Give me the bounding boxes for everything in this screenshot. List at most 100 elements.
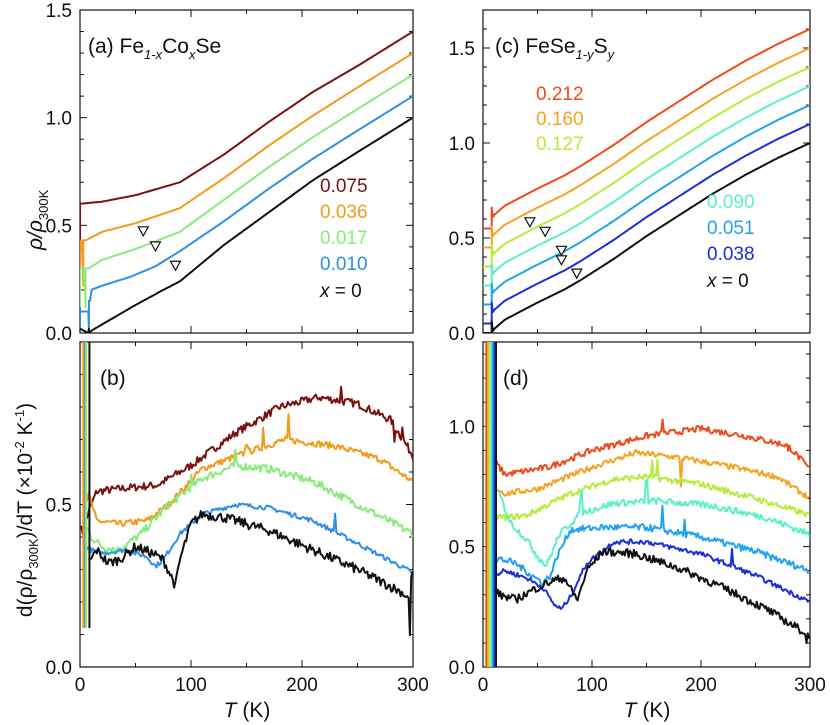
title-sub: 1-y bbox=[576, 47, 596, 62]
data-line-0.127 bbox=[483, 66, 810, 268]
legend-eq: = 0 bbox=[330, 281, 362, 302]
data-line-0.090 bbox=[498, 479, 810, 567]
y-tick-label: 1.5 bbox=[449, 39, 475, 60]
y-tick-label: 0.0 bbox=[46, 658, 72, 679]
legend-entry-0.038: 0.038 bbox=[707, 244, 755, 265]
legend-var: x bbox=[319, 281, 331, 302]
legend-entry-0.127: 0.127 bbox=[536, 134, 584, 155]
y-tick-label: 0.0 bbox=[46, 324, 72, 345]
ylabel-sub: 300K bbox=[26, 538, 41, 569]
y-tick-label: 1.0 bbox=[449, 134, 475, 155]
y-axis-label: d(ρ/ρ300K)/dT (×10-2 K-1) bbox=[12, 403, 41, 617]
panel-label: (b) bbox=[100, 367, 126, 390]
y-tick-label: 1.0 bbox=[449, 417, 475, 438]
xlabel-var: T bbox=[624, 699, 639, 722]
data-line-0.017 bbox=[80, 73, 413, 309]
data-line-0.038 bbox=[493, 538, 810, 610]
panel-b: 0 100 200 300 0.0 0.5 (b) T (K) d(ρ/ρ300K)/dT (×… bbox=[12, 341, 429, 722]
data-line-0.160 bbox=[483, 47, 810, 249]
transition-marker bbox=[555, 245, 568, 257]
y-tick-label: 0.5 bbox=[46, 216, 72, 237]
xlabel-var: T bbox=[224, 699, 239, 722]
ylabel-sub: 300K bbox=[36, 189, 51, 220]
x-axis-label: T (K) bbox=[624, 699, 671, 722]
x-tick-label: 300 bbox=[794, 675, 826, 696]
title-sub: y bbox=[607, 47, 616, 62]
legend-entry-0.160: 0.160 bbox=[536, 109, 584, 130]
x-tick-label: 200 bbox=[685, 675, 717, 696]
transition-marker bbox=[169, 260, 182, 272]
data-line-0 bbox=[88, 510, 413, 637]
y-tick-label: 0.5 bbox=[449, 229, 475, 250]
title-part: (a) Fe bbox=[88, 35, 144, 58]
plot-frame bbox=[79, 9, 414, 334]
y-axis-label: ρ/ρ300K bbox=[24, 189, 51, 251]
data-line-0.051 bbox=[487, 504, 809, 587]
panel-c: 0.0 0.5 1.0 1.5 (c) FeSe1-ySy 0.212 0.160 0.127… bbox=[449, 9, 811, 345]
ylabel-part: ) bbox=[14, 403, 37, 410]
xlabel-unit: (K) bbox=[237, 699, 271, 722]
legend-entry-0: x = 0 bbox=[319, 281, 362, 302]
title-part: (c) FeSe bbox=[495, 35, 576, 58]
data-line-0.160 bbox=[493, 449, 810, 500]
legend-entry-0: x = 0 bbox=[706, 271, 749, 292]
data-line-0 bbox=[493, 547, 810, 645]
legend-entry-0.051: 0.051 bbox=[707, 218, 755, 239]
legend-entry-0.090: 0.090 bbox=[707, 192, 755, 213]
x-tick-label: 300 bbox=[397, 675, 429, 696]
legend-eq: = 0 bbox=[717, 271, 749, 292]
transition-marker bbox=[539, 226, 552, 238]
legend-entry-0.212: 0.212 bbox=[536, 84, 584, 105]
data-line-0.127 bbox=[493, 458, 810, 522]
title-sub: 1-x bbox=[144, 47, 163, 62]
data-line-0.075 bbox=[80, 385, 413, 535]
panel-title: (c) FeSe1-ySy bbox=[495, 35, 616, 62]
legend-var: x bbox=[706, 271, 718, 292]
ylabel-part: )/dT (×10 bbox=[14, 453, 37, 538]
legend-entry-0.017: 0.017 bbox=[320, 228, 368, 249]
data-line-0.010 bbox=[82, 502, 413, 574]
ylabel-part: ρ/ρ bbox=[24, 220, 47, 251]
data-line-0.036 bbox=[80, 52, 413, 287]
transition-marker bbox=[149, 241, 162, 253]
transition-marker bbox=[137, 226, 150, 238]
transition-marker bbox=[555, 255, 568, 267]
legend-entry-0.075: 0.075 bbox=[320, 176, 368, 197]
panel-d: 0 100 200 300 0.0 0.5 1.0 (d) T (K) bbox=[449, 341, 826, 722]
panel-title: (a) Fe1-xCoxSe bbox=[88, 35, 221, 62]
data-line-0.051 bbox=[483, 104, 810, 306]
data-line-0.075 bbox=[80, 30, 413, 247]
plot-frame bbox=[482, 9, 811, 334]
title-part: Se bbox=[195, 35, 221, 58]
xlabel-unit: (K) bbox=[637, 699, 671, 722]
data-line-0.212 bbox=[483, 28, 810, 230]
title-sub: x bbox=[188, 47, 196, 62]
ylabel-sup: -2 bbox=[12, 441, 27, 453]
data-line-0.038 bbox=[483, 123, 810, 325]
ylabel-sup: -1 bbox=[12, 410, 27, 422]
panel-a: 0.0 0.5 1.0 1.5 (a) Fe1-xCoxSe 0.075 0.036 0.01… bbox=[24, 1, 414, 345]
data-line-0.017 bbox=[82, 449, 413, 554]
x-tick-label: 0 bbox=[75, 675, 86, 696]
data-line-0 bbox=[483, 142, 810, 333]
x-tick-label: 200 bbox=[286, 675, 318, 696]
y-tick-label: 1.0 bbox=[46, 109, 72, 130]
data-line-0 bbox=[80, 117, 413, 333]
plot-frame bbox=[482, 341, 811, 668]
title-part: S bbox=[594, 35, 608, 58]
x-tick-label: 100 bbox=[175, 675, 207, 696]
data-line-0.212 bbox=[493, 418, 810, 477]
y-tick-label: 1.5 bbox=[46, 1, 72, 22]
x-axis-label: T (K) bbox=[224, 699, 271, 722]
x-tick-label: 100 bbox=[576, 675, 608, 696]
panel-label: (d) bbox=[503, 367, 529, 390]
legend-entry-0.036: 0.036 bbox=[320, 202, 368, 223]
transition-marker bbox=[523, 217, 536, 229]
ylabel-part: K bbox=[14, 421, 37, 441]
legend-entry-0.010: 0.010 bbox=[320, 254, 368, 275]
y-tick-label: 0.5 bbox=[449, 538, 475, 559]
data-line-0.010 bbox=[80, 95, 413, 330]
ylabel-part: d(ρ/ρ bbox=[14, 569, 37, 617]
y-tick-label: 0.0 bbox=[449, 658, 475, 679]
y-tick-label: 0.5 bbox=[46, 496, 72, 517]
